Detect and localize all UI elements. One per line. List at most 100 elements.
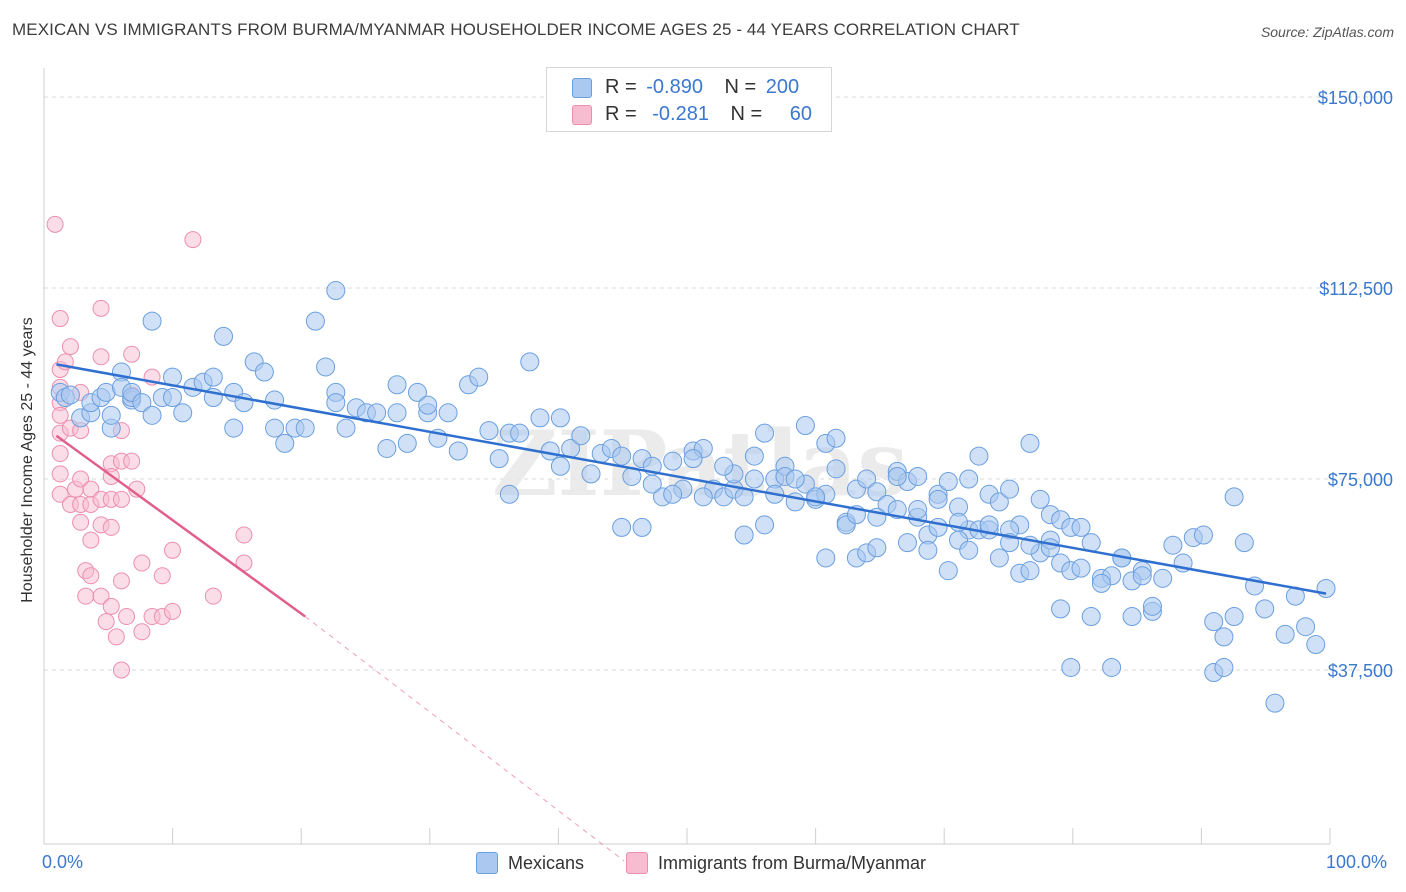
data-point-mexicans: [867, 538, 887, 558]
data-point-burma: [51, 406, 69, 424]
legend-swatch-pink: [572, 105, 592, 125]
legend-swatch-pink: [626, 852, 648, 874]
data-point-mexicans: [1214, 627, 1234, 647]
data-point-mexicans: [224, 418, 244, 438]
data-point-mexicans: [928, 489, 948, 509]
data-point-mexicans: [1071, 558, 1091, 578]
data-point-mexicans: [550, 456, 570, 476]
data-point-mexicans: [367, 403, 387, 423]
data-point-burma: [133, 554, 151, 572]
data-point-burma: [112, 490, 130, 508]
data-point-mexicans: [714, 456, 734, 476]
data-point-mexicans: [1224, 487, 1244, 507]
data-point-burma: [163, 602, 181, 620]
data-point-burma: [51, 310, 69, 328]
data-point-mexicans: [581, 464, 601, 484]
trend-lines: [55, 363, 1327, 862]
data-point-burma: [77, 587, 95, 605]
data-point-burma: [92, 299, 110, 317]
data-point-mexicans: [693, 487, 713, 507]
data-point-mexicans: [316, 357, 336, 377]
data-point-mexicans: [734, 525, 754, 545]
data-point-mexicans: [795, 416, 815, 436]
data-point-mexicans: [540, 441, 560, 461]
data-point-mexicans: [908, 466, 928, 486]
legend-n-value: 60: [789, 103, 813, 125]
legend-r-label: R =: [605, 76, 637, 98]
data-point-mexicans: [632, 517, 652, 537]
data-point-mexicans: [489, 449, 509, 469]
data-point-mexicans: [142, 311, 162, 331]
data-point-burma: [153, 567, 171, 585]
legend-n-label: N =: [730, 103, 763, 125]
data-point-mexicans: [479, 421, 499, 441]
data-point-burma: [163, 541, 181, 559]
data-point-mexicans: [1020, 433, 1040, 453]
data-point-mexicans: [1091, 573, 1111, 593]
data-point-mexicans: [663, 451, 683, 471]
data-point-burma: [92, 587, 110, 605]
data-point-mexicans: [173, 403, 193, 423]
y-tick-label: $150,000: [1318, 88, 1393, 108]
data-point-burma: [46, 215, 64, 233]
data-point-mexicans: [867, 482, 887, 502]
data-point-mexicans: [744, 446, 764, 466]
data-point-mexicans: [1255, 599, 1275, 619]
data-point-mexicans: [1224, 607, 1244, 627]
data-point-mexicans: [1214, 657, 1234, 677]
legend-swatch-blue: [572, 78, 592, 98]
legend-n-label: N =: [724, 76, 757, 98]
x-tick-label-min: 0.0%: [42, 852, 84, 872]
y-tick-label: $75,000: [1328, 470, 1393, 490]
legend-r-label: R =: [605, 103, 637, 125]
data-point-mexicans: [1071, 517, 1091, 537]
data-point-mexicans: [571, 426, 591, 446]
data-point-mexicans: [387, 375, 407, 395]
data-point-mexicans: [1194, 525, 1214, 545]
data-point-burma: [51, 465, 69, 483]
legend-item-mexicans: Mexicans: [476, 852, 584, 874]
data-point-mexicans: [1132, 566, 1152, 586]
data-point-mexicans: [1296, 617, 1316, 637]
data-point-mexicans: [1275, 624, 1295, 644]
data-point-mexicans: [1204, 612, 1224, 632]
data-point-burma: [82, 531, 100, 549]
data-point-burma: [123, 452, 141, 470]
data-point-mexicans: [928, 517, 948, 537]
data-point-mexicans: [1142, 596, 1162, 616]
data-point-mexicans: [1102, 657, 1122, 677]
data-point-mexicans: [826, 428, 846, 448]
data-point-mexicans: [305, 311, 325, 331]
legend-r-value: -0.281: [652, 103, 709, 125]
axes: [43, 68, 1331, 845]
data-point-mexicans: [1051, 599, 1071, 619]
data-point-mexicans: [744, 469, 764, 489]
x-tick-label-max: 100.0%: [1326, 852, 1388, 872]
data-point-burma: [107, 628, 125, 646]
correlation-legend: R = -0.890 N = 200 R = -0.281 N = 60: [546, 67, 832, 132]
data-point-mexicans: [785, 469, 805, 489]
data-point-mexicans: [1234, 533, 1254, 553]
y-axis-label: Householder Income Ages 25 - 44 years: [19, 317, 36, 603]
data-point-mexicans: [469, 367, 489, 387]
data-point-mexicans: [816, 548, 836, 568]
series-legend: Mexicans Immigrants from Burma/Myanmar: [0, 852, 1406, 878]
series-mexicans-points: [50, 281, 1336, 713]
data-point-burma: [102, 518, 120, 536]
data-point-mexicans: [438, 403, 458, 423]
data-point-mexicans: [214, 326, 234, 346]
trend-line-burma: [55, 434, 306, 618]
data-point-mexicans: [612, 517, 632, 537]
data-point-mexicans: [254, 362, 274, 382]
data-point-mexicans: [397, 433, 417, 453]
data-point-mexicans: [1030, 489, 1050, 509]
data-point-mexicans: [377, 438, 397, 458]
data-point-mexicans: [1153, 568, 1173, 588]
data-point-mexicans: [101, 405, 121, 425]
data-point-mexicans: [1000, 479, 1020, 499]
data-point-mexicans: [326, 281, 346, 301]
data-point-mexicans: [326, 393, 346, 413]
data-point-mexicans: [295, 418, 315, 438]
data-point-burma: [82, 567, 100, 585]
